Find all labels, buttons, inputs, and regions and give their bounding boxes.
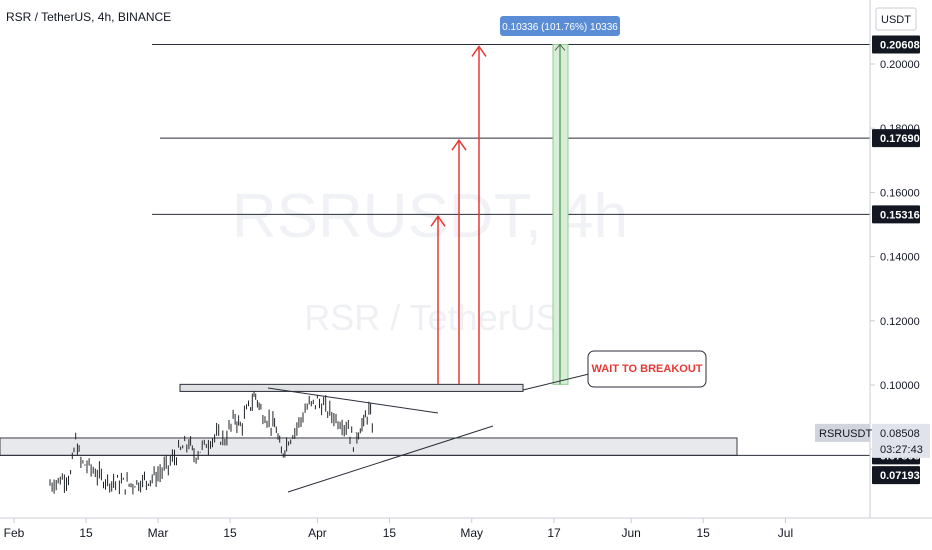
price-tag [872, 466, 920, 485]
target-arrowhead [451, 138, 467, 151]
support-zone[interactable] [0, 437, 738, 456]
price-tag-label: 0.17690 [880, 133, 920, 145]
y-tick-label: 0.12000 [880, 316, 920, 328]
watermark-symbol: RSRUSDT, 4h [232, 182, 628, 251]
watermark-name: RSR / TetherUS [304, 297, 559, 338]
x-tick-label: Mar [148, 526, 169, 540]
triangle-lower-line[interactable] [287, 425, 494, 493]
price-tag-label: 0.15316 [880, 209, 920, 221]
countdown-label: 03:27:43 [880, 444, 923, 456]
x-tick-label: May [460, 526, 483, 540]
price-tag [872, 35, 920, 54]
current-price-tag [872, 423, 930, 458]
measure-label-box [500, 16, 620, 36]
resistance-zone[interactable] [179, 383, 524, 392]
triangle-upper-line[interactable] [267, 387, 439, 414]
y-tick-label: 0.20000 [880, 59, 920, 71]
callout-pointer [522, 373, 590, 391]
x-tick-label: Jul [778, 526, 793, 540]
currency-label: USDT [881, 14, 911, 26]
symbol-title: RSR / TetherUS, 4h, BINANCE [6, 10, 172, 24]
x-tick-label: 17 [547, 526, 561, 540]
price-tag-label: 0.07193 [880, 470, 920, 482]
y-tick-label: 0.16000 [880, 187, 920, 199]
measure-arrowhead [554, 43, 566, 51]
price-tag [872, 205, 920, 224]
x-tick-label: Apr [308, 526, 327, 540]
measure-label: 0.10336 (101.76%) 10336 [502, 22, 618, 33]
target-arrowhead [430, 215, 446, 227]
current-price-label: 0.08508 [880, 428, 920, 440]
x-tick-label: 15 [696, 526, 710, 540]
callout-text: WAIT TO BREAKOUT [591, 363, 702, 375]
price-tag-label: 0.20608 [880, 39, 920, 51]
currency-box[interactable] [875, 7, 917, 31]
x-tick-label: Feb [4, 526, 25, 540]
x-tick-label: 15 [79, 526, 93, 540]
y-tick-label: 0.10000 [880, 380, 920, 392]
price-tag [872, 129, 920, 148]
y-tick-label: 0.14000 [880, 252, 920, 264]
x-tick-label: Jun [621, 526, 640, 540]
callout-box[interactable] [587, 350, 707, 388]
current-symbol-label: RSRUSDT [819, 428, 872, 440]
x-tick-label: 15 [223, 526, 237, 540]
target-arrowhead [471, 45, 487, 57]
x-tick-label: 15 [383, 526, 397, 540]
current-symbol-tag[interactable] [815, 423, 870, 442]
